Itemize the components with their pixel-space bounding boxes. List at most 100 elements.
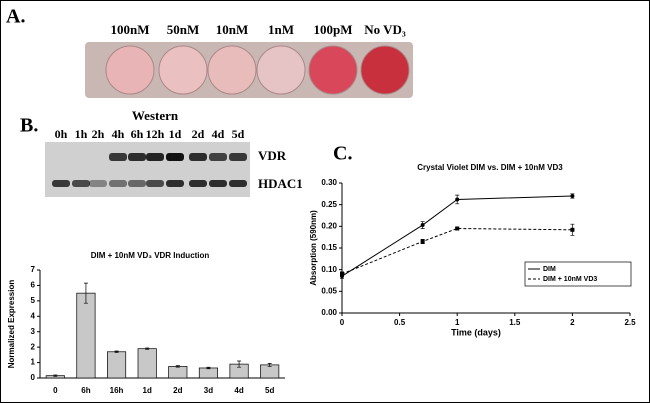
time-label: 1d	[169, 127, 182, 141]
x-tick-label: 0.5	[394, 318, 406, 327]
error-bar	[237, 360, 242, 368]
band	[189, 153, 207, 161]
legend	[524, 261, 632, 287]
x-tick-label: 3d	[204, 386, 213, 395]
point	[420, 223, 425, 228]
band	[189, 180, 207, 187]
y-tick-label: 0.10	[321, 265, 337, 274]
band	[146, 180, 164, 187]
bar	[107, 351, 127, 379]
band	[209, 180, 227, 187]
band	[109, 180, 127, 187]
chart-title: Crystal Violet DIM vs. DIM + 10nM VD3	[417, 163, 563, 172]
blot	[45, 142, 250, 197]
band	[146, 153, 164, 161]
well-label: 1nM	[268, 22, 294, 37]
y-tick-label: 0.20	[321, 221, 337, 230]
x-tick-label: 2d	[173, 386, 182, 395]
well-label: No VD₃	[364, 22, 406, 37]
bar	[76, 292, 96, 379]
blot-title: Western	[132, 108, 179, 123]
band	[229, 153, 247, 161]
well-label: 10nM	[216, 22, 249, 37]
x-tick-label: 6h	[81, 386, 90, 395]
legend-label: DIM	[543, 266, 556, 273]
band	[52, 180, 70, 187]
error-bar	[114, 350, 119, 353]
time-label: 4d	[212, 127, 225, 141]
band-label: HDAC1	[258, 176, 303, 191]
error-bar	[267, 362, 272, 367]
time-label: 0h	[55, 127, 68, 141]
band	[166, 153, 184, 161]
bar	[137, 348, 157, 379]
well	[158, 45, 208, 95]
time-label: 5d	[232, 127, 245, 141]
well	[256, 45, 306, 95]
band	[109, 153, 127, 161]
point	[570, 227, 575, 232]
x-tick-label: 5d	[265, 386, 274, 395]
y-tick-label: 3	[31, 327, 36, 336]
y-tick-label: 4	[31, 311, 36, 320]
y-tick-label: 0.05	[321, 286, 337, 295]
x-tick-label: 2.5	[624, 318, 636, 327]
y-axis-label: Normalized Expression	[7, 280, 16, 369]
x-tick-label: 1.5	[509, 318, 521, 327]
time-label: 6h	[131, 127, 144, 141]
panel-label: C.	[333, 143, 352, 165]
x-axis-label: Time (days)	[451, 327, 501, 337]
y-tick-label: 5	[31, 296, 36, 305]
x-tick-label: 0	[340, 318, 345, 327]
time-label: 12h	[146, 127, 165, 141]
well	[308, 45, 358, 95]
x-tick-label: 16h	[110, 386, 124, 395]
point	[420, 239, 425, 244]
time-label: 4h	[112, 127, 125, 141]
band-label: VDR	[258, 148, 287, 163]
point	[570, 194, 575, 198]
error-bar	[145, 347, 150, 350]
x-tick-label: 0	[53, 386, 58, 395]
x-tick-label: 4d	[234, 386, 243, 395]
legend-label: DIM + 10nM VD3	[543, 276, 597, 283]
time-label: 1h	[75, 127, 88, 141]
well	[207, 45, 257, 95]
x-tick-label: 1d	[143, 386, 152, 395]
band	[128, 180, 146, 187]
y-tick-label: 0	[31, 373, 36, 382]
y-tick-label: 6	[31, 281, 36, 290]
error-bar	[206, 366, 211, 370]
x-tick-label: 2	[570, 318, 575, 327]
point	[455, 226, 460, 231]
error-bar	[83, 282, 88, 304]
y-tick-label: 0.25	[321, 200, 337, 209]
point	[455, 197, 460, 202]
bar	[198, 367, 218, 379]
band	[72, 180, 90, 187]
bar	[168, 366, 188, 379]
error-bar	[175, 365, 180, 368]
time-label: 2d	[192, 127, 205, 141]
bar	[260, 364, 280, 379]
error-bar	[53, 374, 58, 377]
band	[89, 180, 107, 187]
band	[128, 153, 146, 161]
y-tick-label: 0.00	[321, 308, 337, 317]
well-label: 50nM	[167, 22, 200, 37]
y-tick-label: 0.30	[321, 178, 337, 187]
well-label: 100nM	[111, 22, 150, 37]
panel-label: A.	[6, 6, 25, 28]
well	[105, 45, 155, 95]
time-label: 2h	[92, 127, 105, 141]
well	[360, 45, 410, 95]
band	[166, 180, 184, 187]
y-tick-label: 0.15	[321, 243, 337, 252]
y-axis-label: Absorption (590nm)	[309, 210, 318, 286]
x-tick-label: 1	[455, 318, 460, 327]
well-label: 100pM	[314, 22, 353, 37]
band	[209, 153, 227, 161]
y-tick-label: 7	[31, 265, 36, 274]
panel-label: B.	[20, 115, 38, 137]
band	[229, 180, 247, 187]
